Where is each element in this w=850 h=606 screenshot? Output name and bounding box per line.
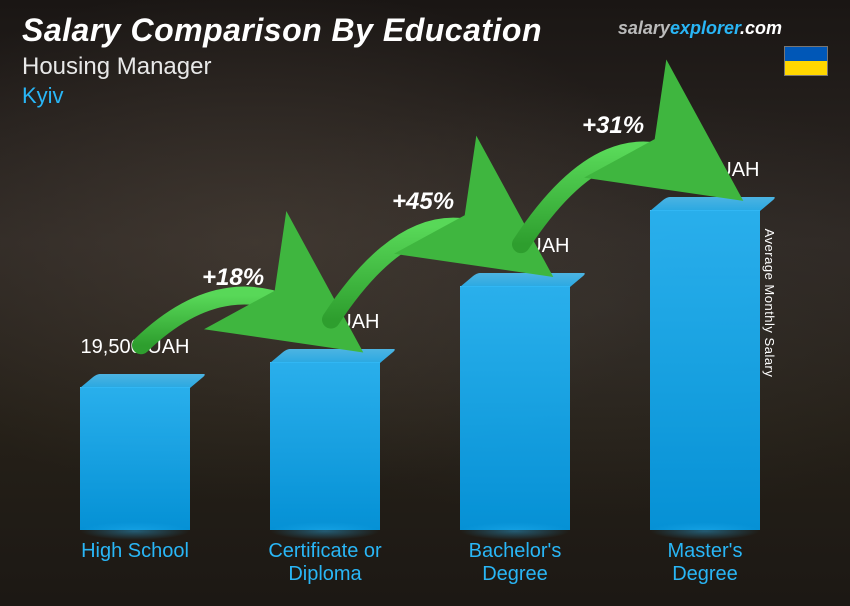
bar-value-label: 19,500 UAH [35,336,235,359]
bar [80,387,190,530]
bar-value-label: 43,700 UAH [605,159,805,182]
bar-category-label: Bachelor'sDegree [425,540,605,586]
bar-group: 43,700 UAHMaster'sDegree [635,210,775,530]
bar-value-label: 23,000 UAH [225,311,425,334]
bar [650,210,760,530]
flag-top-stripe [785,47,827,61]
brand-part-3: .com [740,18,782,38]
flag-bottom-stripe [785,61,827,75]
brand-part-2: explorer [670,18,740,38]
brand-part-1: salary [618,18,670,38]
bar-group: 19,500 UAHHigh School [65,387,205,530]
bar-category-label: Master'sDegree [615,540,795,586]
bar-value-label: 33,300 UAH [415,235,615,258]
job-title: Housing Manager [22,53,828,81]
salary-bar-chart: 19,500 UAHHigh School23,000 UAHCertifica… [40,120,800,588]
bar [270,362,380,530]
country-flag-icon [784,46,828,76]
bar-category-label: High School [45,540,225,563]
bar-group: 33,300 UAHBachelor'sDegree [445,286,585,530]
brand-watermark: salaryexplorer.com [618,18,782,39]
bar-group: 23,000 UAHCertificate orDiploma [255,362,395,530]
bars-container: 19,500 UAHHigh School23,000 UAHCertifica… [40,120,800,588]
bar-category-label: Certificate orDiploma [235,540,415,586]
bar [460,286,570,530]
city-name: Kyiv [22,83,828,109]
